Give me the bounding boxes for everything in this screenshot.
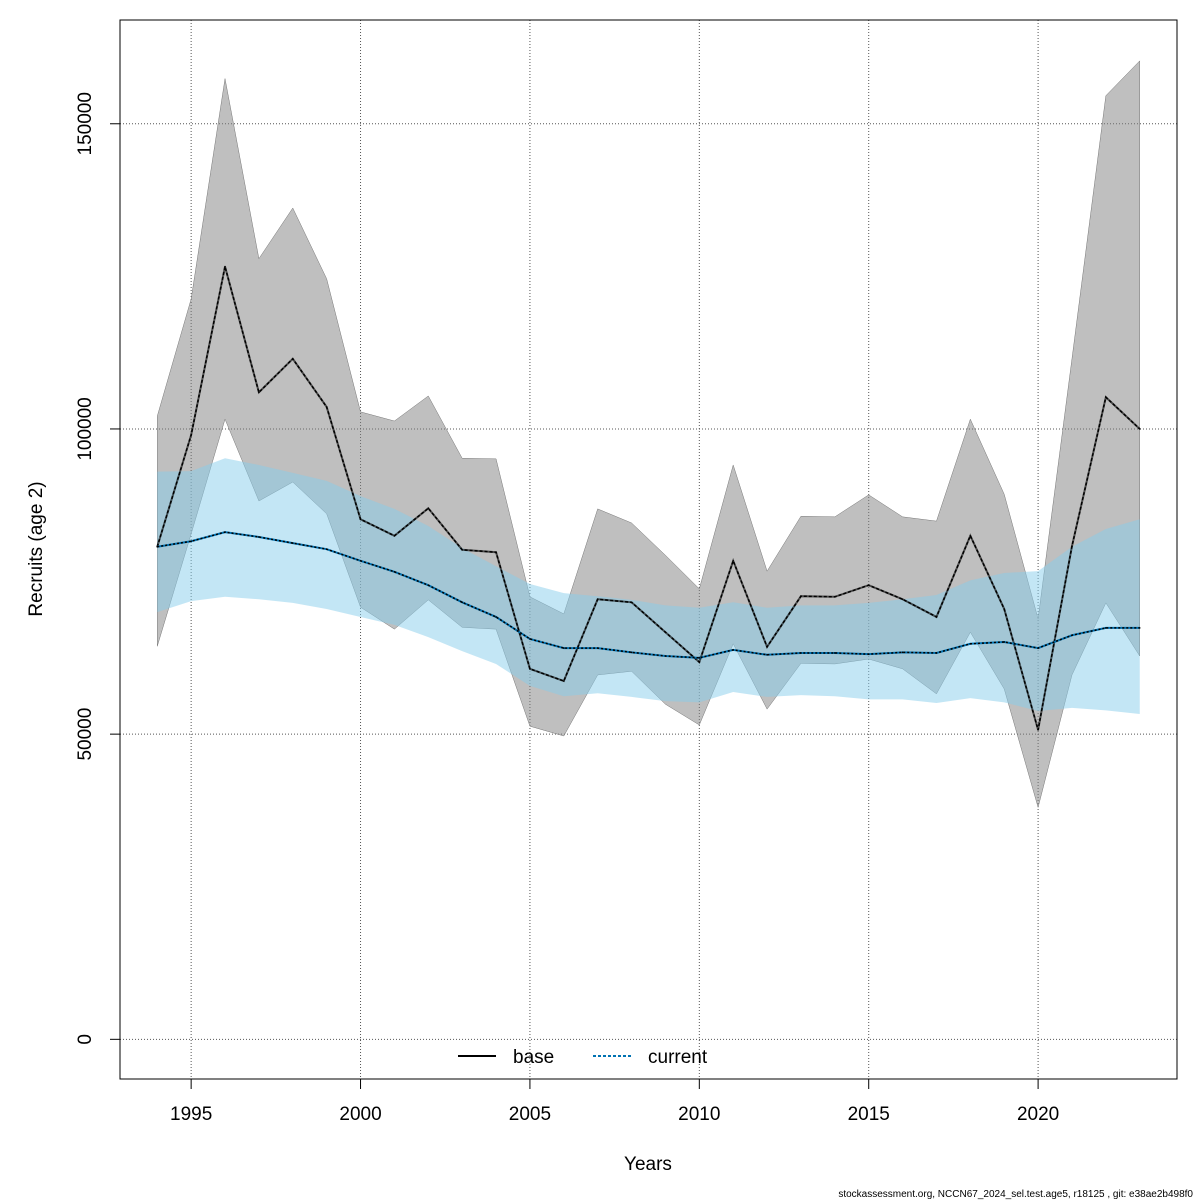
data-point-base [1071,545,1073,547]
y-axis-label: Recruits (age 2) [26,481,47,616]
data-point-current [1138,627,1141,629]
data-point-current [258,536,260,538]
series-line-base-dashed [156,266,1141,731]
confidence-bands [157,60,1140,809]
data-point-current [427,584,430,587]
data-point-current [529,638,531,640]
data-point-base [698,661,701,663]
data-point-base [224,265,226,268]
data-point-base [359,518,362,521]
data-point-current [325,548,328,550]
data-point-base [867,584,870,587]
x-axis: 1995 2000 2005 2010 2015 2020 [170,1079,1059,1125]
data-point-current [969,643,972,645]
data-point-base [1003,608,1006,610]
data-point-current [1003,641,1006,643]
series-lines [156,265,1141,731]
data-point-base [529,668,531,670]
footer-text: stockassessment.org, NCCN67_2024_sel.tes… [838,1189,1193,1200]
x-axis-label: Years [624,1154,672,1175]
confidence-band-current [157,458,1140,714]
y-tick-label: 0 [75,1034,96,1045]
data-point-base [800,595,802,597]
data-point-current [393,570,396,573]
data-point-current [732,649,734,651]
data-point-current [698,657,701,659]
data-point-current [901,651,904,654]
data-point-base [190,434,192,436]
data-point-current [834,652,836,654]
data-point-base [630,601,633,604]
data-point-base [1037,729,1039,731]
data-point-current [224,531,226,533]
data-point-base [258,391,260,394]
x-tick-label: 2020 [1017,1104,1059,1125]
grid [120,20,1177,1079]
data-point-current [156,545,159,548]
y-tick-label: 150000 [75,92,96,155]
data-point-base [393,534,396,537]
data-point-current [1105,627,1107,629]
legend-label-current: current [648,1047,708,1068]
data-point-base [664,631,667,634]
data-point-current [867,653,870,655]
data-point-current [935,652,938,654]
x-tick-label: 2000 [339,1104,381,1125]
plot-frame [119,19,1178,1080]
data-point-base [901,598,904,601]
data-point-current [190,540,192,543]
data-point-base [1138,428,1141,430]
data-point-base [427,507,430,510]
y-tick-label: 50000 [75,708,96,761]
data-point-base [1105,396,1107,399]
data-point-current [495,616,497,618]
data-point-base [325,406,328,408]
legend-label-base: base [513,1047,554,1068]
y-axis: 0 50000 100000 150000 [75,92,120,1045]
data-point-base [766,646,768,648]
x-tick-label: 1995 [170,1104,212,1125]
data-point-base [834,596,836,598]
data-point-base [495,551,497,554]
data-point-current [1071,634,1073,637]
data-point-base [596,598,599,601]
x-tick-label: 2010 [678,1104,720,1125]
data-point-current [291,542,294,544]
data-point-current [664,655,667,657]
data-point-current [766,653,768,656]
data-point-current [1037,647,1039,649]
data-point-base [935,616,938,618]
data-point-base [732,559,734,562]
data-point-base [563,680,565,682]
data-point-current [359,559,362,562]
data-point-current [630,651,633,654]
x-tick-label: 2005 [509,1104,551,1125]
x-tick-label: 2015 [848,1104,890,1125]
data-point-base [969,534,972,537]
data-point-current [596,647,599,649]
data-point-current [461,601,463,604]
data-point-current [563,647,565,649]
legend: base current [458,1047,708,1068]
data-point-base [291,357,294,360]
data-point-current [800,652,802,654]
y-tick-label: 100000 [75,397,96,460]
data-point-base [461,549,463,551]
series-line-current [157,531,1140,659]
